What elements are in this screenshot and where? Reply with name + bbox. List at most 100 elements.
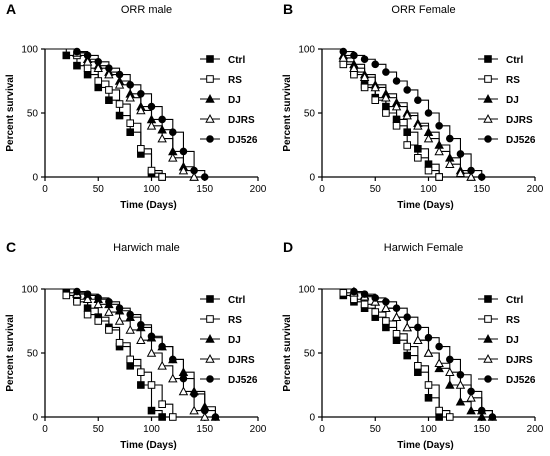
data-point-rs [435,406,443,415]
data-point-djrs [178,165,189,175]
y-tick-label-b: 0 [309,173,315,184]
data-point-rs [105,326,113,334]
data-point-dj526 [105,298,113,306]
y-tick-label-c: 0 [32,413,38,424]
legend-marker-rs [484,315,492,323]
data-point-dj526 [115,304,124,313]
legend-label-ctrl: Ctrl [506,295,523,306]
data-point-dj526 [446,355,454,364]
data-point-rs [137,145,145,153]
data-point-djrs [200,412,210,421]
series-dj526-a [45,47,209,181]
legend-marker-djrs [205,114,215,123]
data-point-djrs [189,172,199,181]
data-point-rs [371,308,380,316]
y-axis-label-a: Percent survival [5,74,16,151]
legend-marker-dj [483,334,493,343]
data-point-rs [414,362,422,370]
panel-d: D Harwich Female 0 50 100 150 200 0 50 100 Time (D… [282,239,544,451]
data-point-dj526 [190,390,198,398]
data-point-dj526 [350,51,358,60]
x-tick-label-b: 200 [527,184,544,195]
data-point-djrs [423,133,434,143]
data-point-djrs [104,69,114,79]
legend-marker-dj [483,94,493,103]
x-tick-label-b: 50 [370,184,382,195]
data-point-dj [445,380,455,389]
legend-label-dj: DJ [506,335,519,346]
data-point-dj [434,363,444,373]
data-point-rs [392,122,401,130]
x-axis-label-a: Time (Days) [120,200,177,211]
y-tick-label-c: 50 [27,349,39,360]
legend-marker-ctrl [206,295,214,303]
data-point-rs [371,96,380,105]
data-point-ctrl [126,362,135,370]
x-axis-label-b: Time (Days) [397,200,454,211]
data-point-rs [147,381,156,389]
legend-label-ctrl: Ctrl [228,55,245,66]
data-point-rs [435,173,443,181]
data-point-ctrl [137,381,145,389]
x-tick-label-c: 0 [42,424,48,435]
data-point-dj526 [147,332,156,341]
panel-letter-a: A [6,1,16,17]
data-point-dj526 [467,166,475,175]
data-point-djrs [445,159,455,168]
data-point-dj526 [115,70,124,79]
data-point-djrs [402,110,412,120]
series-dj526-d [322,287,497,421]
data-point-djrs [349,63,359,72]
x-tick-label-b: 100 [420,184,437,195]
data-point-djrs [157,360,167,370]
y-axis-label-b: Percent survival [282,74,293,151]
data-point-djrs [168,152,178,162]
data-point-rs [446,413,454,421]
data-point-dj526 [371,60,380,69]
survival-curve-ctrl [322,288,440,417]
data-point-djrs [125,92,135,102]
x-tick-label-d: 100 [420,424,437,435]
data-point-rs [414,154,422,162]
x-tick-label-d: 150 [473,424,490,435]
data-point-djrs [136,335,146,344]
legend-marker-dj526 [484,375,492,383]
y-tick-label-d: 50 [304,349,316,360]
x-tick-label-c: 150 [196,424,213,435]
data-point-djrs [413,335,423,344]
data-point-rs [350,70,358,79]
data-point-dj526 [137,90,145,98]
data-point-ctrl [94,83,103,92]
panel-title-d: Harwich Female [384,242,463,254]
data-point-ctrl [62,51,71,60]
data-point-ctrl [115,111,124,120]
legend-marker-ctrl [484,295,492,303]
data-point-rs [339,289,348,297]
data-point-djrs [445,367,455,376]
data-point-dj526 [105,64,113,72]
panel-letter-c: C [6,239,16,255]
legend-label-rs: RS [228,315,242,326]
data-point-rs [137,368,145,376]
data-point-rs [115,100,124,108]
data-point-dj526 [179,374,188,383]
data-point-dj [466,405,476,415]
data-point-dj526 [403,313,412,321]
y-axis-label-c: Percent survival [5,314,16,391]
data-point-dj526 [360,55,369,64]
data-point-dj526 [73,47,81,56]
data-point-rs [83,310,92,319]
panel-title-b: ORR Female [391,4,455,16]
panel-letter-d: D [283,239,293,255]
data-point-djrs [338,53,349,62]
data-point-dj526 [392,77,401,85]
x-tick-label-d: 50 [370,424,382,435]
legend-marker-rs [206,315,214,323]
data-point-dj526 [446,134,454,143]
data-point-dj526 [83,51,92,60]
data-point-ctrl [403,351,411,360]
data-point-djrs [93,63,103,72]
series-dj-b [322,48,476,181]
legend-label-djrs: DJRS [228,355,255,366]
